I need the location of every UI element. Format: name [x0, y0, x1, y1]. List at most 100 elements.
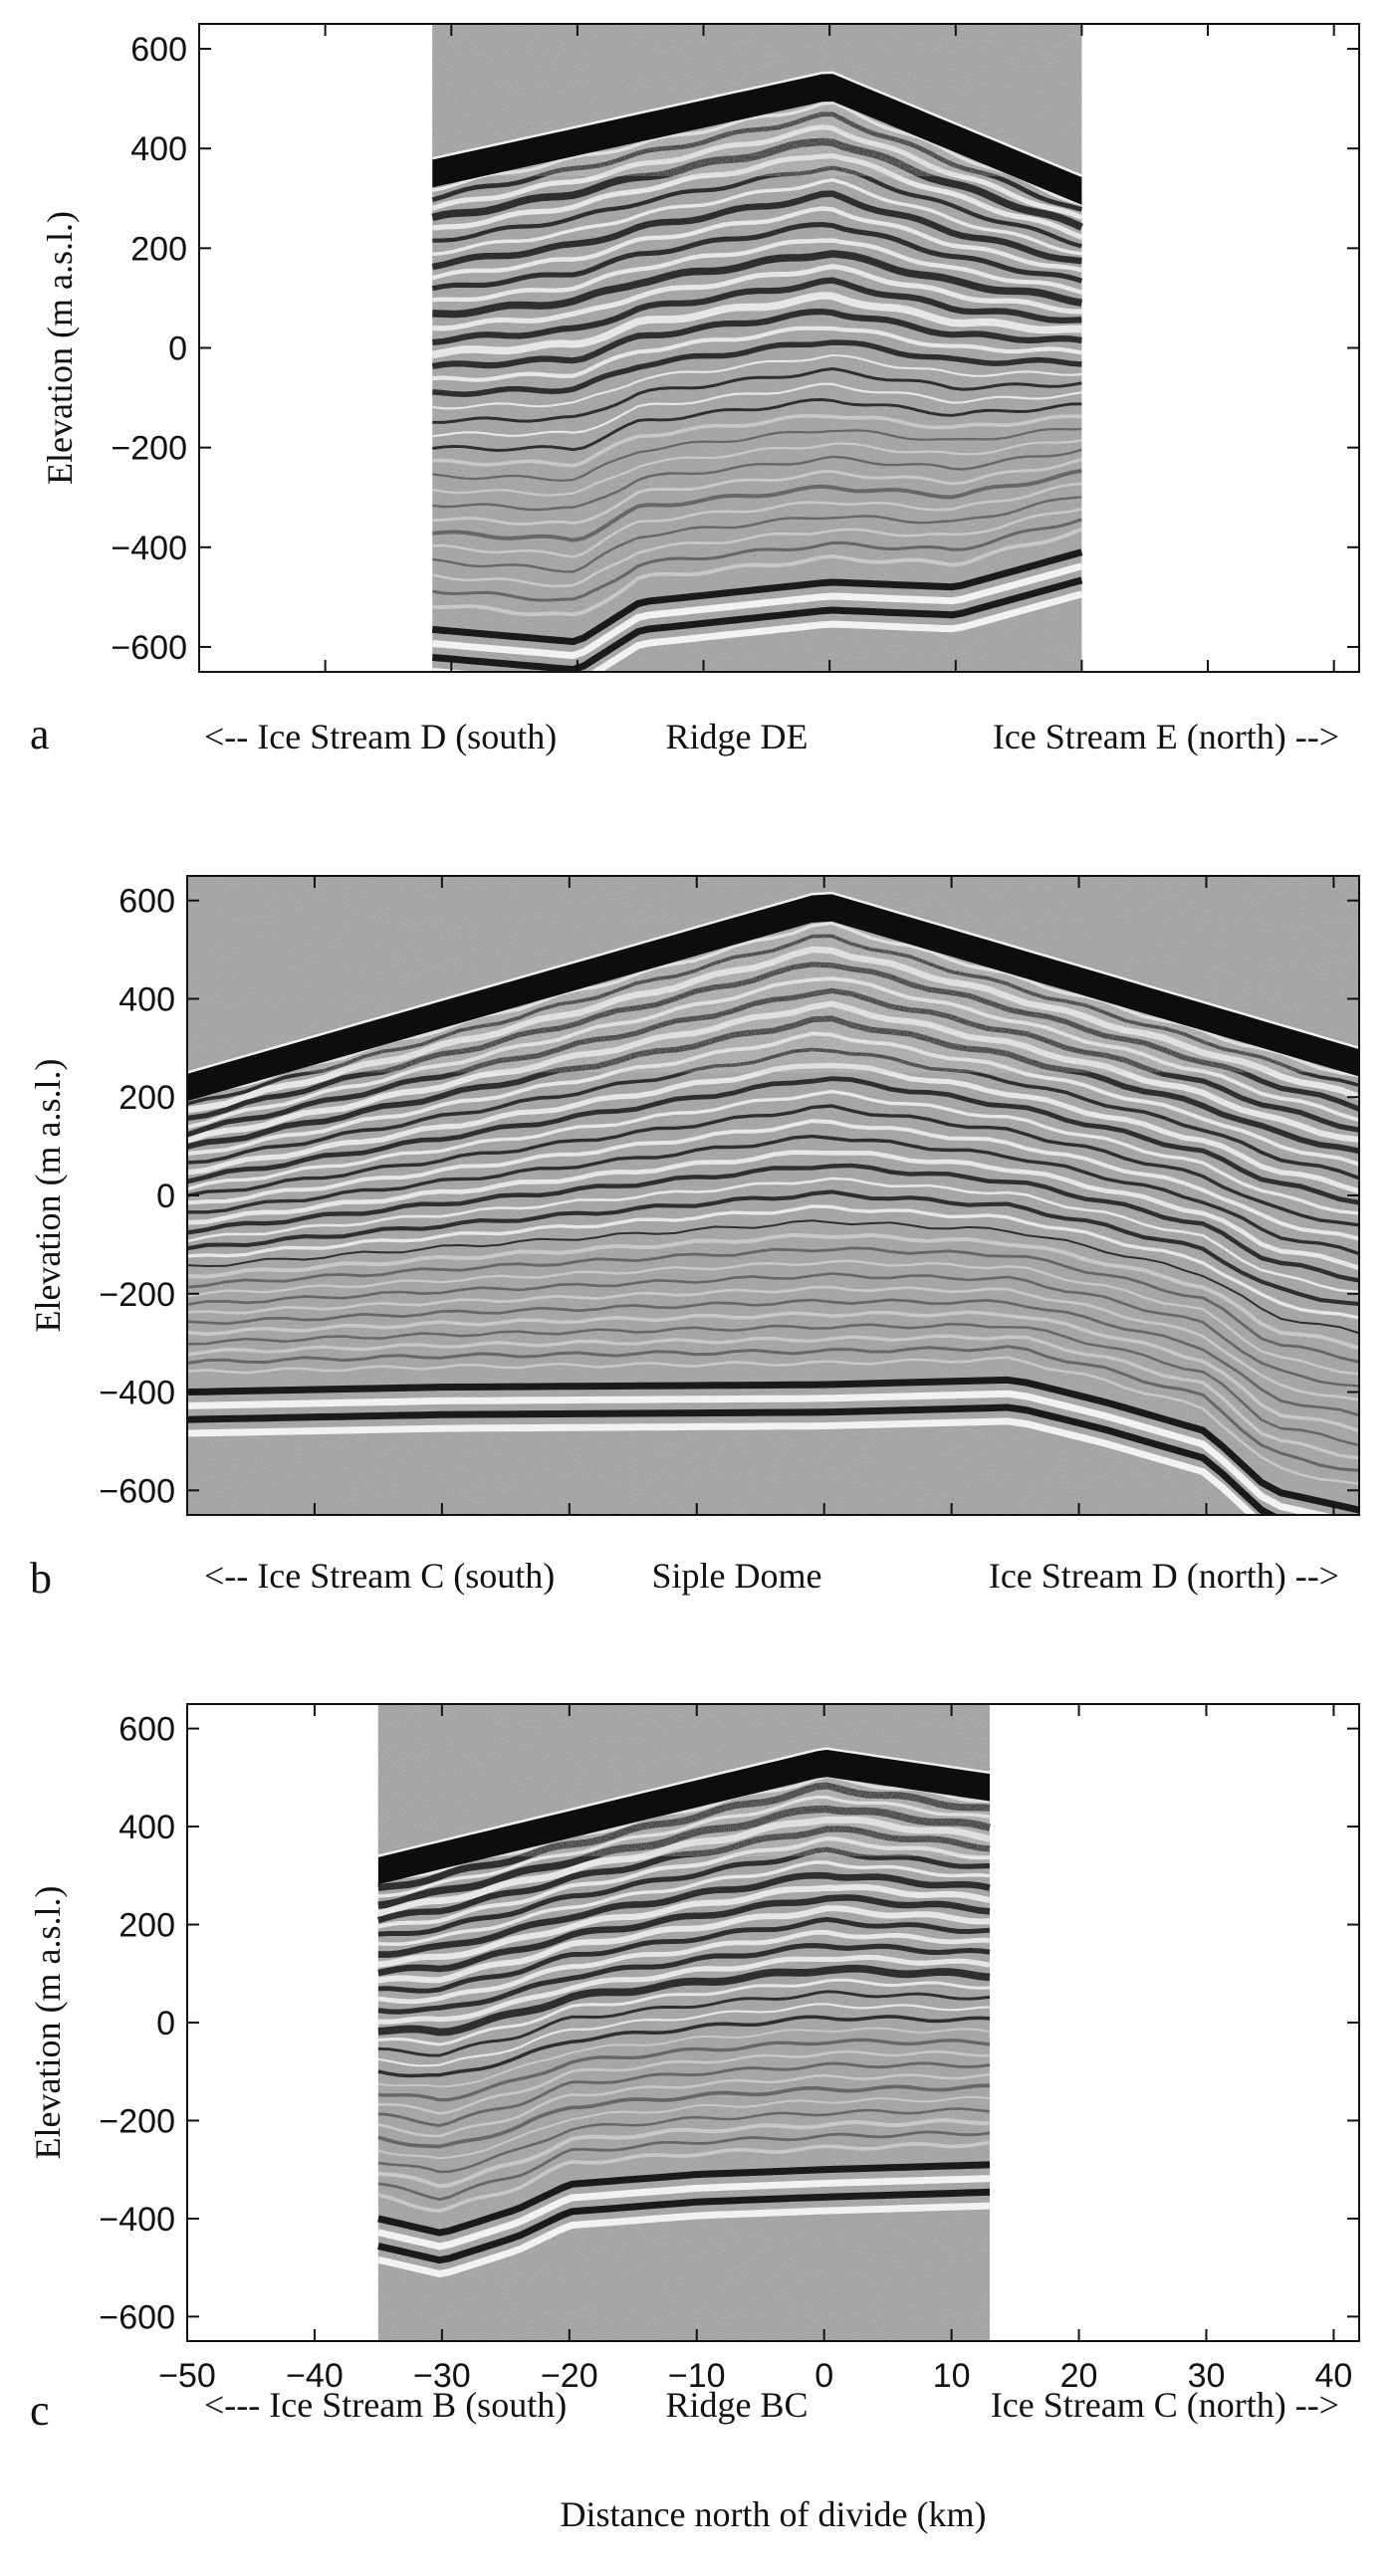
internal-layer [432, 496, 1082, 573]
internal-layer [377, 2061, 991, 2127]
internal-layer [187, 1150, 1359, 1271]
x-tick-label: 30 [1188, 2357, 1226, 2395]
x-tick-label: 40 [1314, 2357, 1352, 2395]
internal-layer [187, 1322, 1359, 1447]
y-tick-label: 0 [156, 2005, 175, 2042]
internal-layer [432, 152, 1083, 240]
internal-layer [377, 1943, 991, 2015]
bed-reflector [432, 576, 1083, 672]
internal-layer [187, 1104, 1359, 1227]
internal-layer [187, 1119, 1359, 1241]
internal-layer [432, 165, 1082, 249]
y-tick-label: 400 [118, 980, 175, 1018]
internal-layer [432, 527, 1083, 617]
y-tick-label: 200 [130, 230, 187, 268]
internal-layer [432, 468, 1082, 542]
panel-letter: a [30, 710, 50, 758]
internal-layer [377, 1978, 991, 2046]
internal-layer [377, 1805, 991, 1909]
bed-reflector [377, 2202, 991, 2278]
y-tick-label: −200 [99, 1276, 175, 1314]
air-noise [187, 876, 1359, 1073]
internal-layer [187, 1047, 1359, 1181]
internal-layer [377, 1816, 991, 1917]
y-tick-label: −400 [111, 530, 187, 567]
internal-layer [187, 962, 1359, 1122]
internal-layer [432, 382, 1082, 438]
x-tick-label: 0 [814, 2357, 833, 2395]
internal-layer [432, 264, 1082, 331]
internal-layer [432, 353, 1082, 410]
bed-reflector [432, 590, 1083, 672]
internal-layer [187, 1204, 1359, 1320]
y-tick-label: 600 [130, 31, 187, 69]
internal-layer [431, 111, 1083, 212]
internal-layer [187, 1015, 1359, 1155]
internal-layer [377, 1782, 991, 1892]
bed-reflector [377, 2161, 991, 2237]
internal-layer [377, 2015, 991, 2078]
y-tick-label: −600 [99, 2298, 175, 2336]
internal-layer [377, 1871, 991, 1958]
internal-layer [432, 427, 1082, 482]
bed-reflector [377, 2188, 991, 2264]
internal-layer [377, 1990, 991, 2057]
y-axis-label: Elevation (m a.s.l.) [40, 211, 80, 485]
x-tick-label: −20 [541, 2357, 598, 2395]
panel-letter: b [30, 1554, 52, 1603]
internal-layer [377, 2118, 991, 2189]
internal-layer [432, 366, 1082, 424]
internal-layer [187, 1345, 1359, 1472]
y-tick-label: 600 [118, 883, 175, 921]
internal-layer [187, 1310, 1359, 1433]
y-tick-label: −400 [99, 1375, 175, 1412]
internal-layer [432, 413, 1082, 468]
internal-layer [431, 124, 1083, 220]
surface-line [432, 71, 1082, 177]
air-noise [432, 24, 1082, 176]
internal-layer [187, 946, 1359, 1114]
internal-layer [432, 439, 1082, 497]
radargram-b [187, 876, 1359, 1515]
internal-layer [377, 1860, 991, 1946]
surface-band [187, 893, 1359, 1102]
internal-layer [432, 178, 1082, 257]
internal-layer [432, 250, 1083, 319]
internal-layer [377, 2095, 991, 2160]
bed-reflector [187, 1376, 1359, 1514]
internal-layer [187, 1189, 1359, 1307]
internal-layer [187, 934, 1359, 1106]
x-tick-label: −50 [158, 2357, 216, 2395]
internal-layer [377, 2140, 991, 2214]
internal-layer [432, 325, 1082, 382]
internal-layer [187, 987, 1359, 1138]
internal-layer [187, 1285, 1359, 1401]
y-tick-label: −200 [99, 2102, 175, 2140]
internal-layer [431, 277, 1082, 346]
y-axis-label: Elevation (m a.s.l.) [28, 1059, 68, 1333]
radargram-c [377, 1704, 991, 2341]
internal-layer [377, 1929, 991, 2005]
panel-c: 600 400 200 0 −200 −400 −600 −50 −40 −30 −20 −10 0 10… [28, 1703, 1360, 2534]
x-axis-label: Distance north of divide (km) [561, 2494, 987, 2534]
y-tick-label: 400 [118, 1809, 175, 1846]
internal-layer [187, 1134, 1359, 1256]
internal-layer [432, 508, 1082, 588]
internal-layer [431, 308, 1082, 370]
y-tick-label: 200 [118, 1907, 175, 1945]
bed-reflector [432, 562, 1083, 660]
internal-layer [377, 2072, 991, 2138]
internal-layer [432, 339, 1082, 397]
internal-layer [187, 1076, 1359, 1205]
caption-left: <-- Ice Stream D (south) [204, 717, 557, 756]
internal-layer [377, 1883, 991, 1968]
internal-layer [431, 137, 1083, 231]
internal-layer [431, 222, 1083, 292]
internal-layer [377, 2003, 991, 2067]
y-tick-label: 0 [168, 330, 187, 368]
internal-layer [187, 1232, 1359, 1351]
y-tick-label: −600 [99, 1472, 175, 1510]
bed-reflector [431, 548, 1083, 646]
x-tick-label: −30 [413, 2357, 471, 2395]
